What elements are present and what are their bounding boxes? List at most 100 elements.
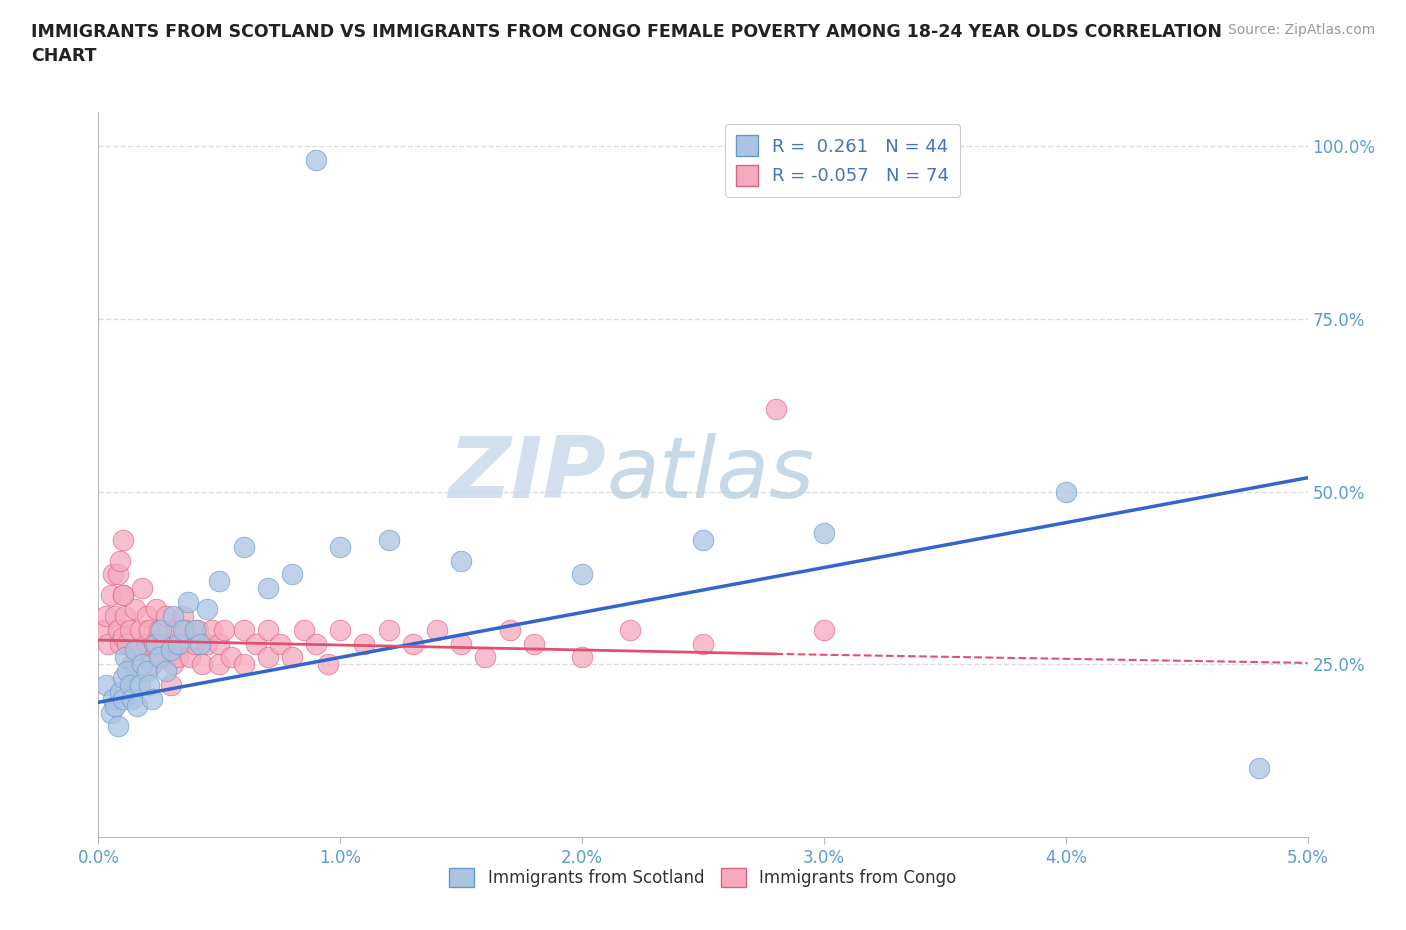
Point	[155, 664, 177, 679]
Point	[150, 622, 173, 637]
Point	[329, 622, 352, 637]
Point	[145, 636, 167, 651]
Point	[117, 636, 139, 651]
Point	[114, 650, 136, 665]
Point	[100, 588, 122, 603]
Point	[256, 622, 278, 637]
Point	[329, 539, 352, 554]
Point	[256, 581, 278, 596]
Point	[172, 622, 194, 637]
Point	[148, 622, 170, 637]
Point	[184, 636, 207, 651]
Point	[450, 553, 472, 568]
Point	[353, 636, 375, 651]
Point	[141, 691, 163, 706]
Point	[101, 691, 124, 706]
Point	[127, 643, 149, 658]
Point	[292, 622, 315, 637]
Point	[121, 691, 143, 706]
Point	[692, 636, 714, 651]
Point	[450, 636, 472, 651]
Point	[117, 664, 139, 679]
Point	[124, 643, 146, 658]
Point	[619, 622, 641, 637]
Point	[118, 622, 141, 637]
Point	[160, 636, 183, 651]
Point	[212, 622, 235, 637]
Point	[128, 678, 150, 693]
Point	[160, 643, 183, 658]
Point	[269, 636, 291, 651]
Point	[104, 698, 127, 713]
Point	[813, 525, 835, 540]
Point	[111, 588, 134, 603]
Point	[160, 678, 183, 693]
Point	[474, 650, 496, 665]
Point	[135, 636, 157, 651]
Point	[523, 636, 546, 651]
Point	[201, 622, 224, 637]
Point	[169, 636, 191, 651]
Point	[138, 622, 160, 637]
Point	[94, 678, 117, 693]
Point	[135, 608, 157, 623]
Point	[281, 567, 304, 582]
Point	[281, 650, 304, 665]
Point	[188, 636, 211, 651]
Point	[100, 705, 122, 720]
Point	[187, 622, 209, 637]
Point	[377, 533, 399, 548]
Point	[108, 553, 131, 568]
Point	[145, 602, 167, 617]
Point	[402, 636, 425, 651]
Point	[118, 678, 141, 693]
Point	[179, 650, 201, 665]
Point	[152, 636, 174, 651]
Point	[111, 691, 134, 706]
Point	[111, 588, 134, 603]
Point	[571, 567, 593, 582]
Point	[191, 657, 214, 671]
Point	[426, 622, 449, 637]
Point	[111, 630, 134, 644]
Point	[101, 567, 124, 582]
Point	[377, 622, 399, 637]
Point	[97, 636, 120, 651]
Point	[107, 719, 129, 734]
Point	[172, 608, 194, 623]
Point	[1249, 761, 1271, 776]
Point	[195, 636, 218, 651]
Point	[114, 608, 136, 623]
Point	[232, 657, 254, 671]
Point	[108, 684, 131, 699]
Point	[208, 574, 231, 589]
Point	[155, 608, 177, 623]
Point	[141, 657, 163, 671]
Point	[221, 650, 243, 665]
Point	[108, 636, 131, 651]
Point	[131, 657, 153, 671]
Point	[305, 636, 328, 651]
Point	[316, 657, 339, 671]
Point	[107, 567, 129, 582]
Point	[124, 602, 146, 617]
Text: ZIP: ZIP	[449, 432, 606, 516]
Point	[692, 533, 714, 548]
Point	[104, 608, 127, 623]
Legend: Immigrants from Scotland, Immigrants from Congo: Immigrants from Scotland, Immigrants fro…	[443, 861, 963, 894]
Point	[162, 608, 184, 623]
Point	[143, 636, 166, 651]
Point	[121, 657, 143, 671]
Point	[148, 650, 170, 665]
Point	[162, 657, 184, 671]
Point	[232, 622, 254, 637]
Point	[813, 622, 835, 637]
Point	[111, 671, 134, 685]
Point	[177, 594, 200, 609]
Point	[167, 636, 190, 651]
Point	[167, 650, 190, 665]
Point	[135, 664, 157, 679]
Point	[232, 539, 254, 554]
Point	[498, 622, 520, 637]
Point	[208, 636, 231, 651]
